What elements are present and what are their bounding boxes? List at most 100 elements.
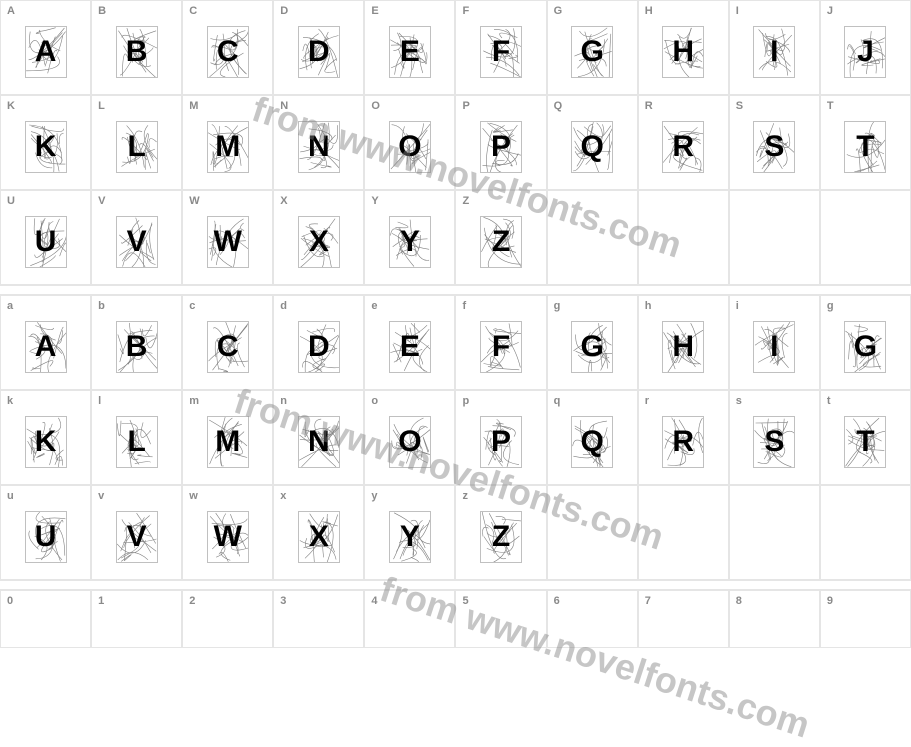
cell-label: J	[827, 5, 833, 17]
cell-label: 7	[645, 595, 651, 607]
glyph-letter: V	[127, 520, 147, 554]
charmap-cell: VV	[91, 190, 182, 285]
cell-label: U	[7, 195, 15, 207]
charmap-cell: OO	[364, 95, 455, 190]
charmap-cell: 9	[820, 590, 911, 648]
glyph-letter: H	[672, 35, 694, 69]
cell-label: I	[736, 5, 739, 17]
glyph-letter: R	[672, 425, 694, 459]
spacer-cell	[91, 580, 182, 590]
glyph-box: O	[389, 121, 431, 173]
cell-label: o	[371, 395, 378, 407]
glyph-box: R	[662, 121, 704, 173]
cell-label: V	[98, 195, 105, 207]
charmap-cell: KK	[0, 95, 91, 190]
glyph-box: S	[753, 121, 795, 173]
glyph-box: R	[662, 416, 704, 468]
cell-label: K	[7, 100, 15, 112]
glyph-letter: C	[217, 330, 239, 364]
cell-label: 2	[189, 595, 195, 607]
glyph-letter: S	[764, 425, 784, 459]
grid-rows: AABBCCDDEEFFGGHHIIJJKKLLMMNNOOPPQQRRSSTT…	[0, 0, 911, 648]
cell-label: 3	[280, 595, 286, 607]
glyph-letter: G	[854, 330, 877, 364]
spacer-cell	[638, 285, 729, 295]
glyph-box: N	[298, 121, 340, 173]
glyph-box: F	[480, 321, 522, 373]
spacer-cell	[273, 580, 364, 590]
charmap-cell: qQ	[547, 390, 638, 485]
cell-label: b	[98, 300, 105, 312]
charmap-cell: 3	[273, 590, 364, 648]
cell-label: e	[371, 300, 377, 312]
glyph-letter: E	[400, 35, 420, 69]
glyph-letter: Q	[580, 130, 603, 164]
charmap-cell: pP	[455, 390, 546, 485]
cell-label: a	[7, 300, 13, 312]
charmap-cell: 1	[91, 590, 182, 648]
charmap-cell: gG	[547, 295, 638, 390]
cell-label: Q	[554, 100, 563, 112]
charmap-cell: kK	[0, 390, 91, 485]
cell-label: S	[736, 100, 743, 112]
charmap-cell: 2	[182, 590, 273, 648]
charmap-cell: rR	[638, 390, 729, 485]
glyph-box: K	[25, 416, 67, 468]
glyph-letter: J	[857, 35, 874, 69]
charmap-cell: AA	[0, 0, 91, 95]
charmap-cell: FF	[455, 0, 546, 95]
cell-label: z	[462, 490, 468, 502]
glyph-box: A	[25, 321, 67, 373]
glyph-box: X	[298, 216, 340, 268]
charmap-cell: II	[729, 0, 820, 95]
glyph-letter: T	[856, 130, 874, 164]
spacer-cell	[364, 285, 455, 295]
cell-label: P	[462, 100, 469, 112]
glyph-letter: W	[214, 225, 242, 259]
glyph-letter: E	[400, 330, 420, 364]
glyph-box: J	[844, 26, 886, 78]
charmap-cell: xX	[273, 485, 364, 580]
glyph-letter: U	[35, 520, 57, 554]
glyph-letter: D	[308, 35, 330, 69]
charmap-cell: CC	[182, 0, 273, 95]
cell-label: f	[462, 300, 466, 312]
charmap-cell: bB	[91, 295, 182, 390]
glyph-box: G	[571, 321, 613, 373]
glyph-box: U	[25, 511, 67, 563]
glyph-letter: K	[35, 425, 57, 459]
glyph-box: T	[844, 416, 886, 468]
cell-label: 0	[7, 595, 13, 607]
glyph-box: W	[207, 216, 249, 268]
cell-label: L	[98, 100, 105, 112]
glyph-letter: Z	[492, 520, 510, 554]
spacer-cell	[729, 285, 820, 295]
charmap-cell: cC	[182, 295, 273, 390]
glyph-box: B	[116, 321, 158, 373]
cell-label: 4	[371, 595, 377, 607]
charmap-cell: yY	[364, 485, 455, 580]
cell-label: 5	[462, 595, 468, 607]
charmap-cell	[820, 190, 911, 285]
charmap-cell: 5	[455, 590, 546, 648]
cell-label: s	[736, 395, 742, 407]
glyph-box: W	[207, 511, 249, 563]
cell-label: d	[280, 300, 287, 312]
glyph-box: N	[298, 416, 340, 468]
glyph-box: Y	[389, 511, 431, 563]
charmap-cell	[547, 485, 638, 580]
cell-label: W	[189, 195, 199, 207]
cell-label: l	[98, 395, 101, 407]
charmap-cell	[638, 485, 729, 580]
charmap-cell	[547, 190, 638, 285]
cell-label: g	[554, 300, 561, 312]
cell-label: H	[645, 5, 653, 17]
charmap-cell: mM	[182, 390, 273, 485]
cell-label: X	[280, 195, 287, 207]
spacer-cell	[820, 285, 911, 295]
glyph-box: C	[207, 321, 249, 373]
charmap-cell: WW	[182, 190, 273, 285]
cell-label: g	[827, 300, 834, 312]
cell-label: v	[98, 490, 104, 502]
charmap-cell: ZZ	[455, 190, 546, 285]
